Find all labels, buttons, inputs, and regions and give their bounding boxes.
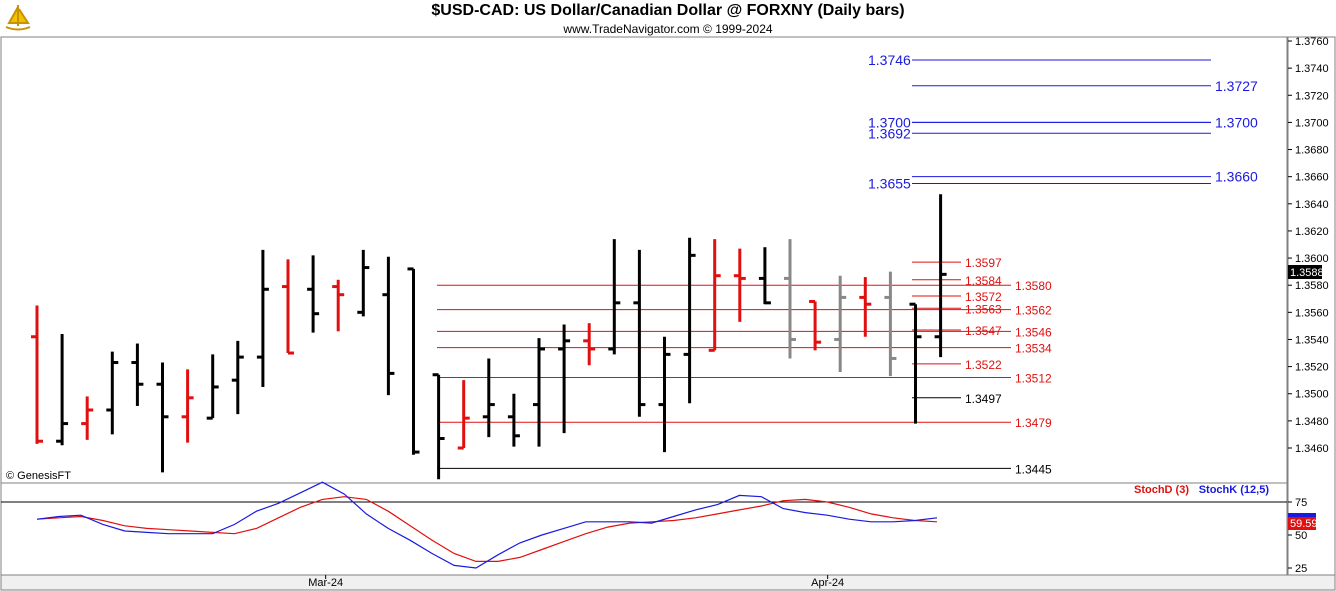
price-level-label: 1.3479 — [1015, 416, 1052, 430]
price-level-label: 1.3562 — [1015, 304, 1052, 318]
price-tick-label: 1.3680 — [1295, 145, 1329, 157]
price-tick-label: 1.3480 — [1295, 416, 1329, 428]
ohlc-bar — [758, 247, 771, 305]
ohlc-bar — [507, 393, 520, 447]
ohlc-bar — [909, 302, 922, 424]
price-tick-label: 1.3620 — [1295, 226, 1329, 238]
ohlc-bar — [708, 239, 721, 352]
chart-title: $USD-CAD: US Dollar/Canadian Dollar @ FO… — [431, 2, 905, 19]
ohlc-bar — [231, 340, 244, 415]
price-tick-label: 1.3740 — [1295, 63, 1329, 75]
time-axis-labels: Mar-24 Apr-24 — [308, 575, 844, 589]
ohlc-bar — [834, 275, 847, 373]
ohlc-bar — [482, 358, 495, 438]
ohlc-bar — [256, 249, 269, 387]
ohlc-bar — [206, 354, 219, 420]
ohlc-bar — [934, 194, 947, 358]
price-level-label: 1.3700 — [868, 114, 911, 130]
price-tick-label: 1.3460 — [1295, 443, 1329, 455]
price-level-label: 1.3445 — [1015, 462, 1052, 476]
price-level-label: 1.3597 — [965, 256, 1002, 270]
stoch-tick-label: 75 — [1295, 497, 1307, 509]
stochastic-lines — [36, 481, 938, 569]
ohlc-bar — [733, 248, 746, 322]
price-axis-ticks: 1.3460 1.3480 1.3500 1.3520 1.3540 1.3560 1.35… — [1288, 36, 1329, 455]
ohlc-bar — [357, 249, 370, 317]
stochd-badge — [1288, 517, 1316, 530]
ohlc-bar — [332, 279, 345, 332]
ohlc-bar — [583, 323, 596, 366]
sailboat-logo-icon — [5, 5, 31, 31]
ohlc-bar — [81, 396, 94, 440]
price-axis — [1287, 36, 1336, 576]
stoch-tick-label: 50 — [1295, 530, 1307, 542]
copyright-label: © GenesisFT — [6, 470, 71, 482]
ohlc-bar — [633, 249, 646, 417]
legend-stochd: StochD (3) — [1134, 484, 1189, 496]
ohlc-bars — [31, 194, 947, 480]
stoch-tick-label: 25 — [1295, 563, 1307, 575]
stoch-last-value: 59.59 — [1290, 518, 1318, 530]
price-tick-label: 1.3520 — [1295, 362, 1329, 374]
price-level-label: 1.3522 — [965, 358, 1002, 372]
time-tick-label: Apr-24 — [811, 577, 844, 589]
price-tick-label: 1.3660 — [1295, 172, 1329, 184]
ohlc-bar — [407, 267, 420, 455]
price-level-label: 1.3660 — [1215, 169, 1258, 185]
price-panel — [0, 36, 1288, 484]
ohlc-bar — [859, 277, 872, 337]
price-level-label: 1.3534 — [1015, 342, 1052, 356]
stochk-badge — [1288, 513, 1316, 519]
ohlc-bar — [809, 299, 822, 351]
ohlc-bar — [181, 369, 194, 443]
time-tick-label: Mar-24 — [308, 577, 343, 589]
ohlc-bar — [307, 255, 320, 333]
price-tick-label: 1.3560 — [1295, 307, 1329, 319]
ohlc-bar — [106, 351, 119, 435]
time-axis — [0, 574, 1336, 591]
stoch-axis-ticks: 25 50 75 — [1288, 497, 1307, 575]
legend-stochk: StochK (12,5) — [1199, 484, 1270, 496]
ohlc-bar — [31, 305, 43, 444]
ohlc-bar — [558, 324, 571, 434]
price-level-label: 1.3727 — [1215, 78, 1258, 94]
price-level-label: 1.3572 — [965, 290, 1002, 304]
price-tick-label: 1.3500 — [1295, 389, 1329, 401]
price-tick-label: 1.3600 — [1295, 253, 1329, 265]
price-tick-label: 1.3640 — [1295, 199, 1329, 211]
ohlc-bar — [658, 336, 671, 453]
ohlc-bar — [608, 239, 621, 355]
ohlc-bar — [533, 338, 545, 447]
ohlc-bar — [457, 380, 470, 450]
ohlc-bar — [784, 239, 796, 359]
price-tick-label: 1.3580 — [1295, 280, 1329, 292]
ohlc-bar — [56, 334, 69, 446]
ohlc-bar — [683, 237, 696, 404]
price-level-label: 1.3580 — [1015, 279, 1052, 293]
last-price-badge — [1288, 265, 1322, 279]
ohlc-bar — [282, 259, 294, 355]
price-level-label: 1.3746 — [868, 52, 911, 68]
price-tick-label: 1.3720 — [1295, 90, 1329, 102]
price-level-label: 1.3655 — [868, 175, 911, 191]
price-tick-label: 1.3540 — [1295, 334, 1329, 346]
price-level-label: 1.3512 — [1015, 371, 1052, 385]
price-tick-label: 1.3760 — [1295, 36, 1329, 48]
stoch-panel — [0, 482, 1288, 576]
ohlc-bar — [884, 271, 897, 377]
ohlc-bar — [382, 256, 395, 396]
price-level-label: 1.3584 — [965, 274, 1002, 288]
ohlc-bar — [156, 362, 169, 473]
price-level-label: 1.3497 — [965, 392, 1002, 406]
price-level-label: 1.3546 — [1015, 325, 1052, 339]
chart-subtitle: www.TradeNavigator.com © 1999-2024 — [563, 22, 773, 36]
last-price-value: 1.3588 — [1290, 267, 1324, 279]
ohlc-bar — [432, 373, 445, 480]
price-tick-label: 1.3700 — [1295, 117, 1329, 129]
stoch-series-line — [36, 481, 938, 569]
price-level-label: 1.3692 — [868, 125, 911, 141]
ohlc-bar — [131, 343, 144, 406]
price-level-label: 1.3700 — [1215, 114, 1258, 130]
